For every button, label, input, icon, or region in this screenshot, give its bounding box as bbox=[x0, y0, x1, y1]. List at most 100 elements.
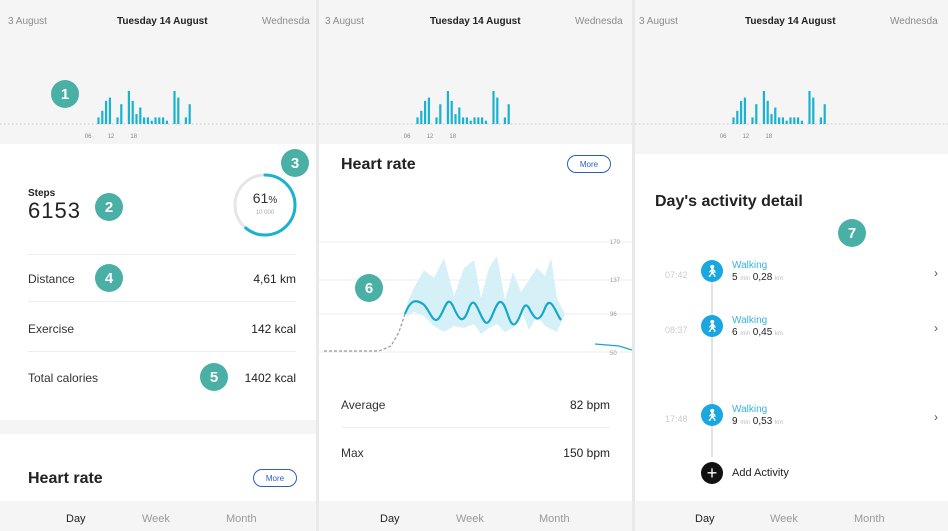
add-activity-icon[interactable]: + bbox=[701, 462, 723, 484]
activity-bar bbox=[823, 104, 826, 124]
activity-bar bbox=[743, 97, 746, 124]
activity-bar bbox=[781, 117, 784, 124]
activity-tick: 12 bbox=[743, 134, 750, 140]
activity-bar bbox=[177, 97, 180, 124]
chevron-right-icon: › bbox=[934, 321, 938, 335]
average-label: Average bbox=[341, 398, 386, 412]
activity-bar bbox=[732, 117, 735, 124]
next-date[interactable]: Wednesda bbox=[890, 16, 938, 27]
activity-bar bbox=[462, 117, 465, 124]
max-row: Max 150 bpm bbox=[341, 428, 610, 476]
max-value: 150 bpm bbox=[563, 446, 610, 460]
badge-5: 5 bbox=[200, 363, 228, 391]
activity-bar bbox=[496, 97, 499, 124]
activity-item[interactable]: 07:42 🚶︎ Walking 5 min 0,28 km › bbox=[635, 258, 948, 298]
activity-bar bbox=[127, 91, 130, 124]
period-tabs: Day Week Month bbox=[635, 501, 948, 531]
tab-month[interactable]: Month bbox=[539, 513, 570, 525]
tab-week[interactable]: Week bbox=[456, 513, 484, 525]
steps-label: Steps bbox=[28, 188, 56, 199]
activity-tick: 06 bbox=[85, 134, 92, 140]
heart-rate-panel: 3 August Tuesday 14 August Wednesda 06 12… bbox=[319, 0, 632, 531]
prev-date[interactable]: 3 August bbox=[325, 16, 364, 27]
section-gap bbox=[0, 420, 316, 434]
heart-rate-chart-svg: 170 137 96 50 bbox=[319, 240, 632, 357]
activity-bar bbox=[424, 100, 427, 124]
tab-day[interactable]: Day bbox=[380, 513, 400, 525]
activity-values: 6 min 0,45 km bbox=[732, 327, 783, 338]
activity-bar bbox=[812, 97, 815, 124]
tab-day[interactable]: Day bbox=[695, 513, 715, 525]
activity-bar bbox=[477, 117, 480, 124]
exercise-label: Exercise bbox=[28, 322, 75, 336]
activity-distance: 0,28 bbox=[752, 272, 773, 283]
activity-graph-chart: 06 12 18 bbox=[635, 91, 948, 140]
activity-bar bbox=[808, 91, 811, 124]
exercise-row[interactable]: Exercise 142 kcal bbox=[28, 304, 296, 352]
heart-rate-tail-line bbox=[594, 343, 632, 351]
tab-week[interactable]: Week bbox=[770, 513, 798, 525]
period-tabs: Day Week Month bbox=[0, 501, 316, 531]
tab-day[interactable]: Day bbox=[66, 513, 86, 525]
activity-tick: 12 bbox=[427, 134, 434, 140]
steps-ring-progress bbox=[233, 173, 297, 237]
prev-date[interactable]: 3 August bbox=[639, 16, 678, 27]
steps-value: 6153 bbox=[28, 198, 81, 223]
max-label: Max bbox=[341, 446, 364, 460]
tab-month[interactable]: Month bbox=[226, 513, 257, 525]
activity-bar bbox=[454, 114, 457, 124]
activity-bar bbox=[97, 117, 100, 124]
activity-bar bbox=[473, 117, 476, 124]
activity-bar bbox=[481, 117, 484, 124]
distance-row[interactable]: Distance 4,61 km bbox=[28, 254, 296, 302]
activity-duration: 5 bbox=[732, 272, 738, 283]
activity-bar bbox=[766, 100, 769, 124]
panel-separator bbox=[632, 0, 635, 531]
badge-4: 4 bbox=[95, 264, 123, 292]
activity-time: 17:48 bbox=[665, 414, 688, 424]
walking-icon: 🚶︎ bbox=[701, 260, 723, 282]
calories-row[interactable]: Total calories 1402 kcal bbox=[28, 353, 296, 401]
activity-graph: 06 12 18 bbox=[319, 44, 632, 144]
activity-duration: 9 bbox=[732, 416, 738, 427]
activity-time: 08:37 bbox=[665, 325, 688, 335]
activity-bar bbox=[150, 120, 153, 124]
activity-item[interactable]: 08:37 🚶︎ Walking 6 min 0,45 km › bbox=[635, 313, 948, 353]
chevron-right-icon: › bbox=[934, 266, 938, 280]
activity-distance-unit: km bbox=[775, 276, 784, 282]
heart-tick-170: 170 bbox=[610, 240, 621, 246]
activity-tick: 18 bbox=[765, 134, 772, 140]
date-bar: 3 August Tuesday 14 August Wednesda bbox=[635, 0, 948, 44]
chevron-right-icon: › bbox=[934, 410, 938, 424]
current-date: Tuesday 14 August bbox=[430, 16, 521, 27]
distance-label: Distance bbox=[28, 272, 75, 286]
activity-label: Walking bbox=[732, 260, 768, 271]
add-activity-label[interactable]: Add Activity bbox=[732, 467, 789, 479]
activity-duration-unit: min bbox=[740, 420, 751, 426]
prev-date[interactable]: 3 August bbox=[8, 16, 47, 27]
more-button[interactable]: More bbox=[253, 469, 297, 487]
tab-month[interactable]: Month bbox=[854, 513, 885, 525]
activity-tick: 12 bbox=[108, 134, 115, 140]
activity-time: 07:42 bbox=[665, 270, 688, 280]
activity-bar bbox=[762, 91, 765, 124]
average-value: 82 bpm bbox=[569, 398, 610, 412]
activity-tick: 18 bbox=[130, 134, 137, 140]
activity-bar bbox=[158, 117, 161, 124]
next-date[interactable]: Wednesda bbox=[575, 16, 623, 27]
exercise-value: 142 kcal bbox=[251, 322, 296, 336]
calories-value: 1402 kcal bbox=[244, 371, 296, 385]
heart-rate-range-band bbox=[407, 256, 565, 334]
next-date[interactable]: Wednesda bbox=[262, 16, 310, 27]
activity-bar bbox=[108, 97, 111, 124]
tab-week[interactable]: Week bbox=[142, 513, 170, 525]
badge-6: 6 bbox=[355, 274, 383, 302]
activity-bar bbox=[427, 97, 430, 124]
timeline-line bbox=[711, 272, 713, 457]
activity-bar bbox=[797, 117, 800, 124]
activity-bar bbox=[755, 104, 758, 124]
activity-bar bbox=[184, 117, 187, 124]
more-button[interactable]: More bbox=[567, 155, 611, 173]
activity-item[interactable]: 17:48 🚶︎ Walking 9 min 0,53 km › bbox=[635, 402, 948, 442]
date-bar: 3 August Tuesday 14 August Wednesda bbox=[319, 0, 632, 44]
